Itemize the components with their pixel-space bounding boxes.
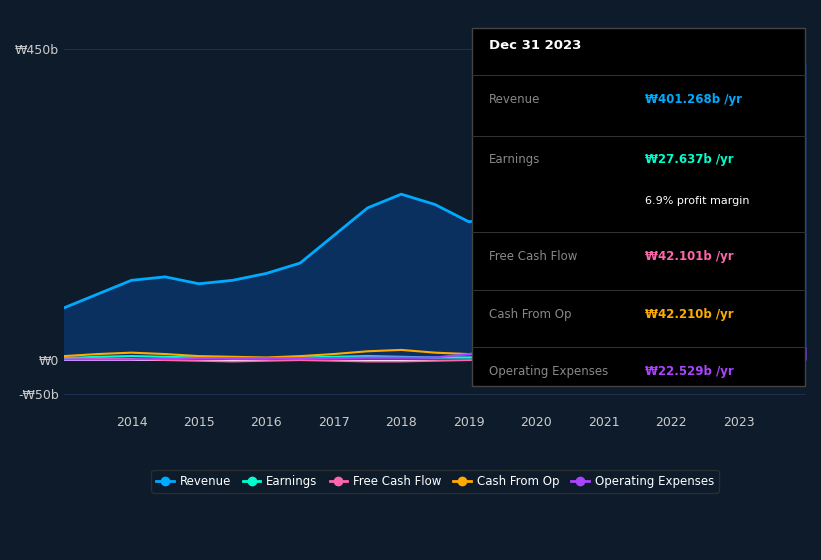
Text: Dec 31 2023: Dec 31 2023 — [488, 39, 581, 52]
Text: ₩42.101b /yr: ₩42.101b /yr — [645, 250, 734, 263]
Legend: Revenue, Earnings, Free Cash Flow, Cash From Op, Operating Expenses: Revenue, Earnings, Free Cash Flow, Cash … — [151, 470, 719, 492]
Text: Earnings: Earnings — [488, 153, 540, 166]
Text: Free Cash Flow: Free Cash Flow — [488, 250, 577, 263]
Text: 6.9% profit margin: 6.9% profit margin — [645, 197, 750, 207]
Text: Operating Expenses: Operating Expenses — [488, 365, 608, 378]
Text: ₩22.529b /yr: ₩22.529b /yr — [645, 365, 734, 378]
Text: ₩27.637b /yr: ₩27.637b /yr — [645, 153, 734, 166]
Text: ₩42.210b /yr: ₩42.210b /yr — [645, 307, 734, 320]
Text: Revenue: Revenue — [488, 92, 540, 105]
Text: ₩401.268b /yr: ₩401.268b /yr — [645, 92, 742, 105]
Text: Cash From Op: Cash From Op — [488, 307, 571, 320]
FancyBboxPatch shape — [472, 28, 805, 386]
